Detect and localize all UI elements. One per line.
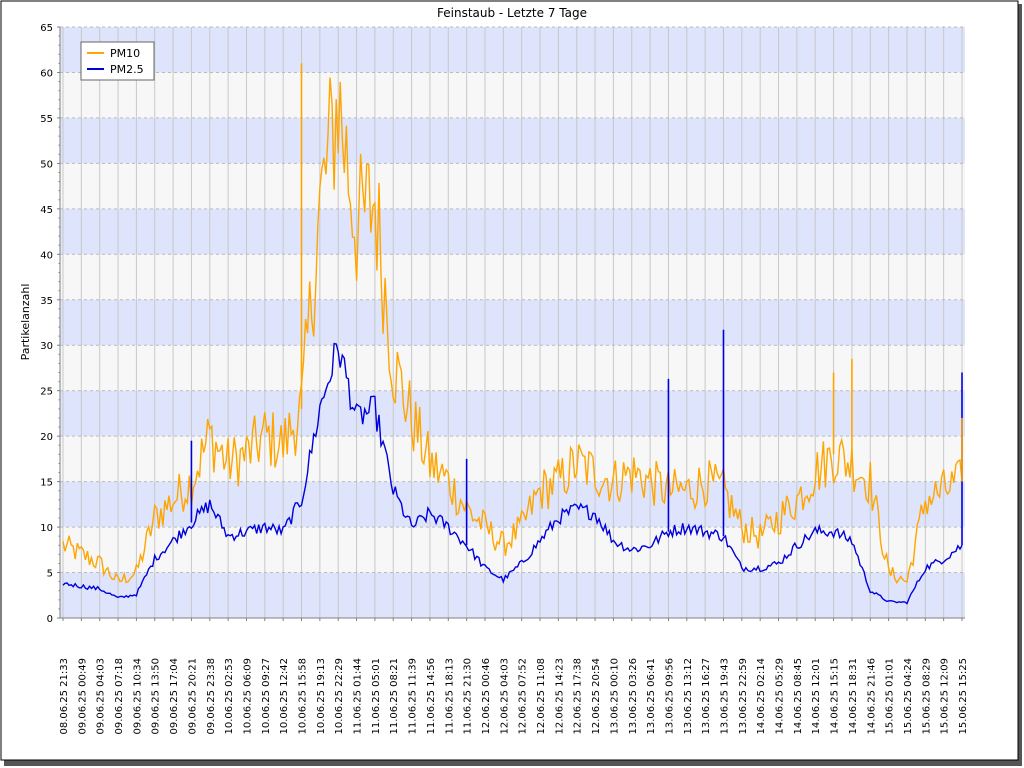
x-tick-label: 11.06.25 05:01 <box>371 658 382 735</box>
y-tick-label: 20 <box>40 432 53 443</box>
x-axis-ticks: 08.06.25 21:33 09.06.25 00:49 09.06.25 04:… <box>59 618 969 735</box>
x-tick-label: 14.06.25 21:46 <box>866 658 877 735</box>
x-tick-label: 10.06.25 19:13 <box>316 658 327 735</box>
legend-label-pm25: PM2.5 <box>110 63 144 76</box>
x-tick-label: 10.06.25 22:29 <box>334 658 345 735</box>
x-tick-label: 11.06.25 21:30 <box>463 658 474 735</box>
grid-lines <box>60 26 965 619</box>
plot-band <box>60 27 965 73</box>
x-tick-label: 09.06.25 20:21 <box>187 658 198 735</box>
axes <box>59 27 965 619</box>
y-tick-label: 15 <box>40 478 53 489</box>
x-tick-label: 11.06.25 08:21 <box>389 658 400 735</box>
x-tick-label: 15.06.25 04:24 <box>903 658 914 735</box>
x-tick-label: 11.06.25 11:39 <box>408 658 419 735</box>
y-tick-label: 10 <box>40 523 53 534</box>
legend: PM10 PM2.5 <box>80 41 155 81</box>
y-tick-label: 65 <box>40 23 53 34</box>
x-tick-label: 12.06.25 17:38 <box>573 658 584 735</box>
y-axis-ticks: 0 5 10 15 20 25 30 35 40 45 50 55 60 65 <box>40 23 60 625</box>
series-line-pm25 <box>62 342 963 605</box>
legend-label-pm10: PM10 <box>110 47 140 60</box>
plot-band <box>60 299 965 346</box>
y-tick-label: 60 <box>40 68 53 79</box>
x-tick-label: 09.06.25 00:49 <box>77 658 88 735</box>
x-tick-label: 13.06.25 19:43 <box>720 658 731 735</box>
legend-box <box>80 41 155 81</box>
x-tick-label: 10.06.25 02:53 <box>224 658 235 735</box>
y-tick-label: 30 <box>40 341 53 352</box>
x-tick-label: 15.06.25 12:09 <box>940 658 951 735</box>
x-tick-label: 13.06.25 13:12 <box>683 658 694 735</box>
x-tick-label: 14.06.25 15:15 <box>830 658 841 735</box>
plot-band <box>60 208 965 255</box>
chart-title: Feinstaub - Letzte 7 Tage <box>437 6 587 20</box>
y-tick-label: 35 <box>40 296 53 307</box>
x-tick-label: 13.06.25 22:59 <box>738 658 749 735</box>
x-tick-label: 12.06.25 14:23 <box>554 658 565 735</box>
y-tick-label: 50 <box>40 159 53 170</box>
y-tick-label: 0 <box>47 614 53 625</box>
y-tick-label: 55 <box>40 114 53 125</box>
x-tick-label: 13.06.25 09:56 <box>664 658 675 735</box>
plot-band <box>60 117 965 164</box>
y-tick-label: 40 <box>40 250 53 261</box>
x-tick-label: 12.06.25 04:03 <box>499 658 510 735</box>
x-tick-label: 12.06.25 07:52 <box>518 658 529 735</box>
x-tick-label: 10.06.25 09:27 <box>261 658 272 735</box>
x-tick-label: 14.06.25 05:29 <box>775 658 786 735</box>
y-tick-label: 25 <box>40 387 53 398</box>
plot-band <box>60 390 965 437</box>
x-tick-label: 09.06.25 17:04 <box>169 658 180 735</box>
x-tick-label: 10.06.25 12:42 <box>279 658 290 735</box>
x-tick-label: 10.06.25 15:58 <box>298 658 309 735</box>
x-tick-label: 09.06.25 04:03 <box>96 658 107 735</box>
x-tick-label: 15.06.25 08:29 <box>921 658 932 735</box>
plot-band <box>60 572 965 618</box>
x-tick-label: 15.06.25 01:01 <box>885 658 896 735</box>
x-tick-label: 14.06.25 08:45 <box>793 658 804 735</box>
x-tick-label: 13.06.25 03:26 <box>628 658 639 735</box>
x-tick-label: 14.06.25 18:31 <box>848 658 859 735</box>
y-tick-label: 5 <box>47 569 53 580</box>
x-tick-label: 09.06.25 07:18 <box>114 658 125 735</box>
x-tick-label: 10.06.25 06:09 <box>243 658 254 735</box>
x-tick-label: 15.06.25 15:25 <box>958 658 969 735</box>
series-layer <box>62 63 963 605</box>
x-tick-label: 13.06.25 06:41 <box>646 658 657 735</box>
y-tick-label: 45 <box>40 205 53 216</box>
x-tick-label: 08.06.25 21:33 <box>59 658 70 735</box>
series-line-pm10 <box>62 77 963 585</box>
x-tick-label: 13.06.25 16:27 <box>701 658 712 735</box>
x-tick-label: 14.06.25 02:14 <box>756 658 767 735</box>
x-tick-label: 09.06.25 23:38 <box>206 658 217 735</box>
x-tick-label: 11.06.25 18:13 <box>444 658 455 735</box>
y-axis-label: Partikelanzahl <box>19 284 32 361</box>
x-tick-label: 09.06.25 13:50 <box>151 658 162 735</box>
x-tick-label: 11.06.25 01:44 <box>353 658 364 735</box>
x-tick-label: 12.06.25 11:08 <box>536 658 547 735</box>
x-tick-label: 11.06.25 14:56 <box>426 658 437 735</box>
x-tick-label: 09.06.25 10:34 <box>132 658 143 735</box>
x-tick-label: 12.06.25 20:54 <box>591 658 602 735</box>
x-tick-label: 13.06.25 00:10 <box>609 658 620 735</box>
x-tick-label: 14.06.25 12:01 <box>811 658 822 735</box>
x-tick-label: 12.06.25 00:46 <box>481 658 492 735</box>
